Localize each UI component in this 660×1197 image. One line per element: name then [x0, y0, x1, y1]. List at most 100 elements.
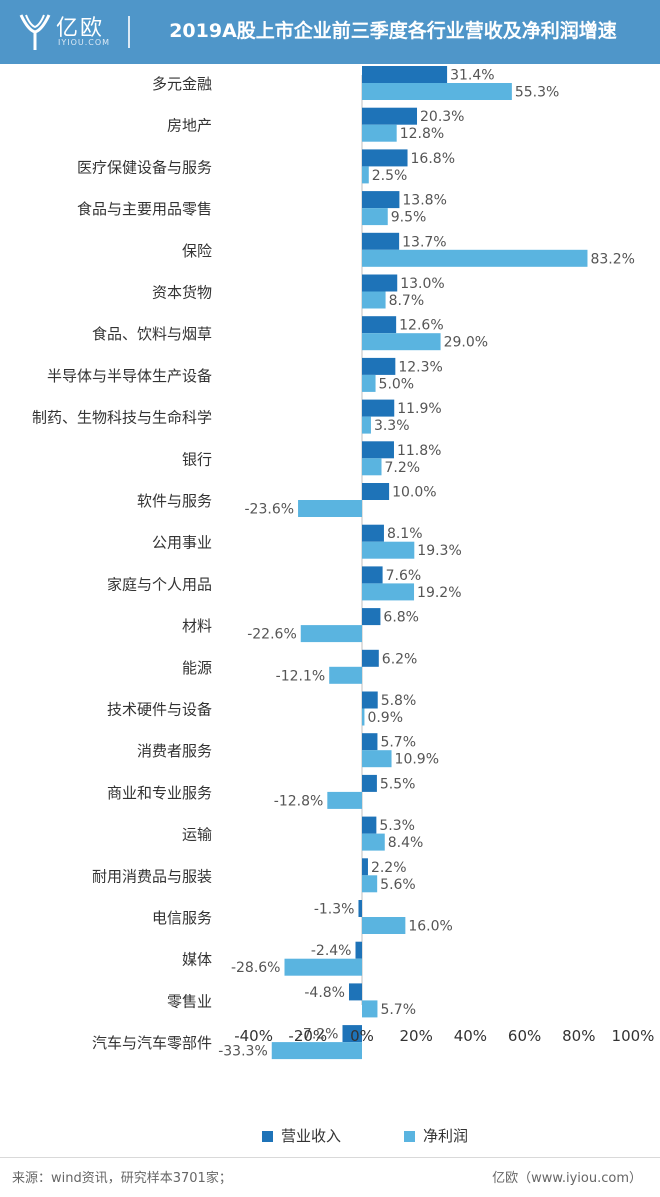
footer-divider: [0, 1157, 660, 1158]
bar-revenue: [362, 399, 395, 417]
data-label: 9.5%: [391, 210, 427, 226]
data-label: 16.0%: [408, 919, 452, 935]
data-label: 5.3%: [379, 818, 415, 834]
category-label: 食品与主要用品零售: [77, 200, 212, 218]
category-label: 资本货物: [152, 284, 212, 302]
bar-profit: [362, 458, 382, 476]
bar-profit: [271, 1042, 362, 1060]
bar-profit: [362, 208, 388, 226]
bar-revenue: [362, 649, 379, 667]
data-label: 19.3%: [417, 543, 461, 559]
bar-revenue: [342, 1025, 362, 1043]
data-label: 2.2%: [371, 860, 407, 876]
category-label: 银行: [182, 450, 212, 468]
category-label: 技术硬件与设备: [107, 701, 212, 719]
data-label: 10.9%: [395, 752, 439, 768]
bar-revenue: [362, 858, 368, 876]
bar-profit: [298, 500, 362, 517]
bar-revenue: [362, 524, 384, 542]
bar-revenue: [362, 107, 418, 125]
category-label: 家庭与个人用品: [107, 575, 212, 593]
bar-profit: [362, 1000, 378, 1018]
bar-profit: [362, 291, 386, 309]
data-label: -12.8%: [274, 793, 324, 809]
bar-profit: [362, 166, 369, 184]
category-label: 运输: [182, 826, 212, 844]
data-label: 6.8%: [383, 610, 419, 626]
data-label: 12.6%: [399, 318, 443, 334]
category-label: 食品、饮料与烟草: [92, 325, 212, 343]
legend-item-profit: 净利润: [404, 1125, 468, 1146]
category-label: 媒体: [182, 951, 212, 969]
x-tick-label: 40%: [454, 1027, 487, 1045]
x-tick-label: 100%: [612, 1027, 655, 1045]
category-label: 消费者服务: [137, 742, 212, 760]
bar-revenue: [362, 149, 408, 167]
data-label: 12.3%: [398, 359, 442, 375]
data-label: -4.8%: [304, 985, 345, 1001]
bar-revenue: [362, 733, 378, 751]
data-label: -12.1%: [276, 668, 326, 684]
bar-revenue: [362, 232, 400, 250]
data-label: 8.4%: [388, 835, 424, 851]
category-label: 医疗保健设备与服务: [77, 158, 212, 176]
data-label: 19.2%: [417, 585, 461, 601]
x-tick-label: 20%: [400, 1027, 433, 1045]
category-label: 零售业: [167, 992, 212, 1010]
category-label: 保险: [182, 242, 212, 260]
data-label: 55.3%: [515, 85, 559, 101]
logo-text: 亿欧: [56, 16, 105, 41]
x-tick-label: 0%: [350, 1027, 374, 1045]
x-tick-label: 80%: [562, 1027, 595, 1045]
category-label: 能源: [182, 659, 212, 677]
data-label: 10.0%: [392, 485, 436, 501]
bar-revenue: [362, 357, 396, 375]
data-label: 0.9%: [367, 710, 403, 726]
bar-profit: [362, 124, 397, 142]
bar-revenue: [362, 66, 448, 83]
x-tick-label: -20%: [288, 1027, 327, 1045]
data-label: 7.2%: [385, 460, 421, 476]
data-label: 6.2%: [382, 651, 418, 667]
data-label: 16.8%: [411, 151, 455, 167]
legend-swatch-profit: [404, 1131, 415, 1142]
data-label: 8.7%: [389, 293, 425, 309]
header-divider: [128, 16, 130, 48]
data-label: 13.8%: [402, 193, 446, 209]
data-label: 11.8%: [397, 443, 441, 459]
category-label: 半导体与半导体生产设备: [47, 367, 212, 385]
data-label: 29.0%: [444, 335, 488, 351]
data-label: -22.6%: [247, 627, 297, 643]
x-tick-label: -40%: [234, 1027, 273, 1045]
data-label: -28.6%: [231, 960, 281, 976]
category-label: 耐用消费品与服装: [92, 867, 212, 885]
data-label: -1.3%: [314, 902, 355, 918]
data-label: -23.6%: [245, 502, 295, 518]
bar-revenue: [362, 691, 378, 709]
source-note: 来源：wind资讯，研究样本3701家；: [12, 1171, 232, 1186]
category-label: 电信服务: [152, 909, 212, 927]
data-label: 2.5%: [372, 168, 408, 184]
bar-revenue: [348, 983, 362, 1001]
data-label: 5.8%: [381, 693, 417, 709]
bar-profit: [362, 374, 376, 392]
x-tick-label: 60%: [508, 1027, 541, 1045]
bar-revenue: [355, 941, 362, 959]
bar-profit: [362, 833, 385, 851]
data-label: 3.3%: [374, 418, 410, 434]
data-label: 13.0%: [400, 276, 444, 292]
bar-profit: [362, 583, 415, 601]
bar-profit: [362, 917, 406, 934]
data-label: 13.7%: [402, 234, 446, 250]
legend-swatch-revenue: [262, 1131, 273, 1142]
legend-item-revenue: 营业收入: [262, 1125, 341, 1146]
bar-profit: [362, 416, 371, 434]
data-label: -7.2%: [298, 1027, 339, 1043]
category-label: 商业和专业服务: [107, 784, 212, 802]
bar-profit: [284, 958, 362, 976]
bar-revenue: [362, 316, 397, 334]
data-label: -33.3%: [218, 1044, 268, 1060]
category-label: 软件与服务: [137, 492, 212, 510]
bar-revenue: [362, 816, 377, 834]
data-label: 5.6%: [380, 877, 416, 893]
